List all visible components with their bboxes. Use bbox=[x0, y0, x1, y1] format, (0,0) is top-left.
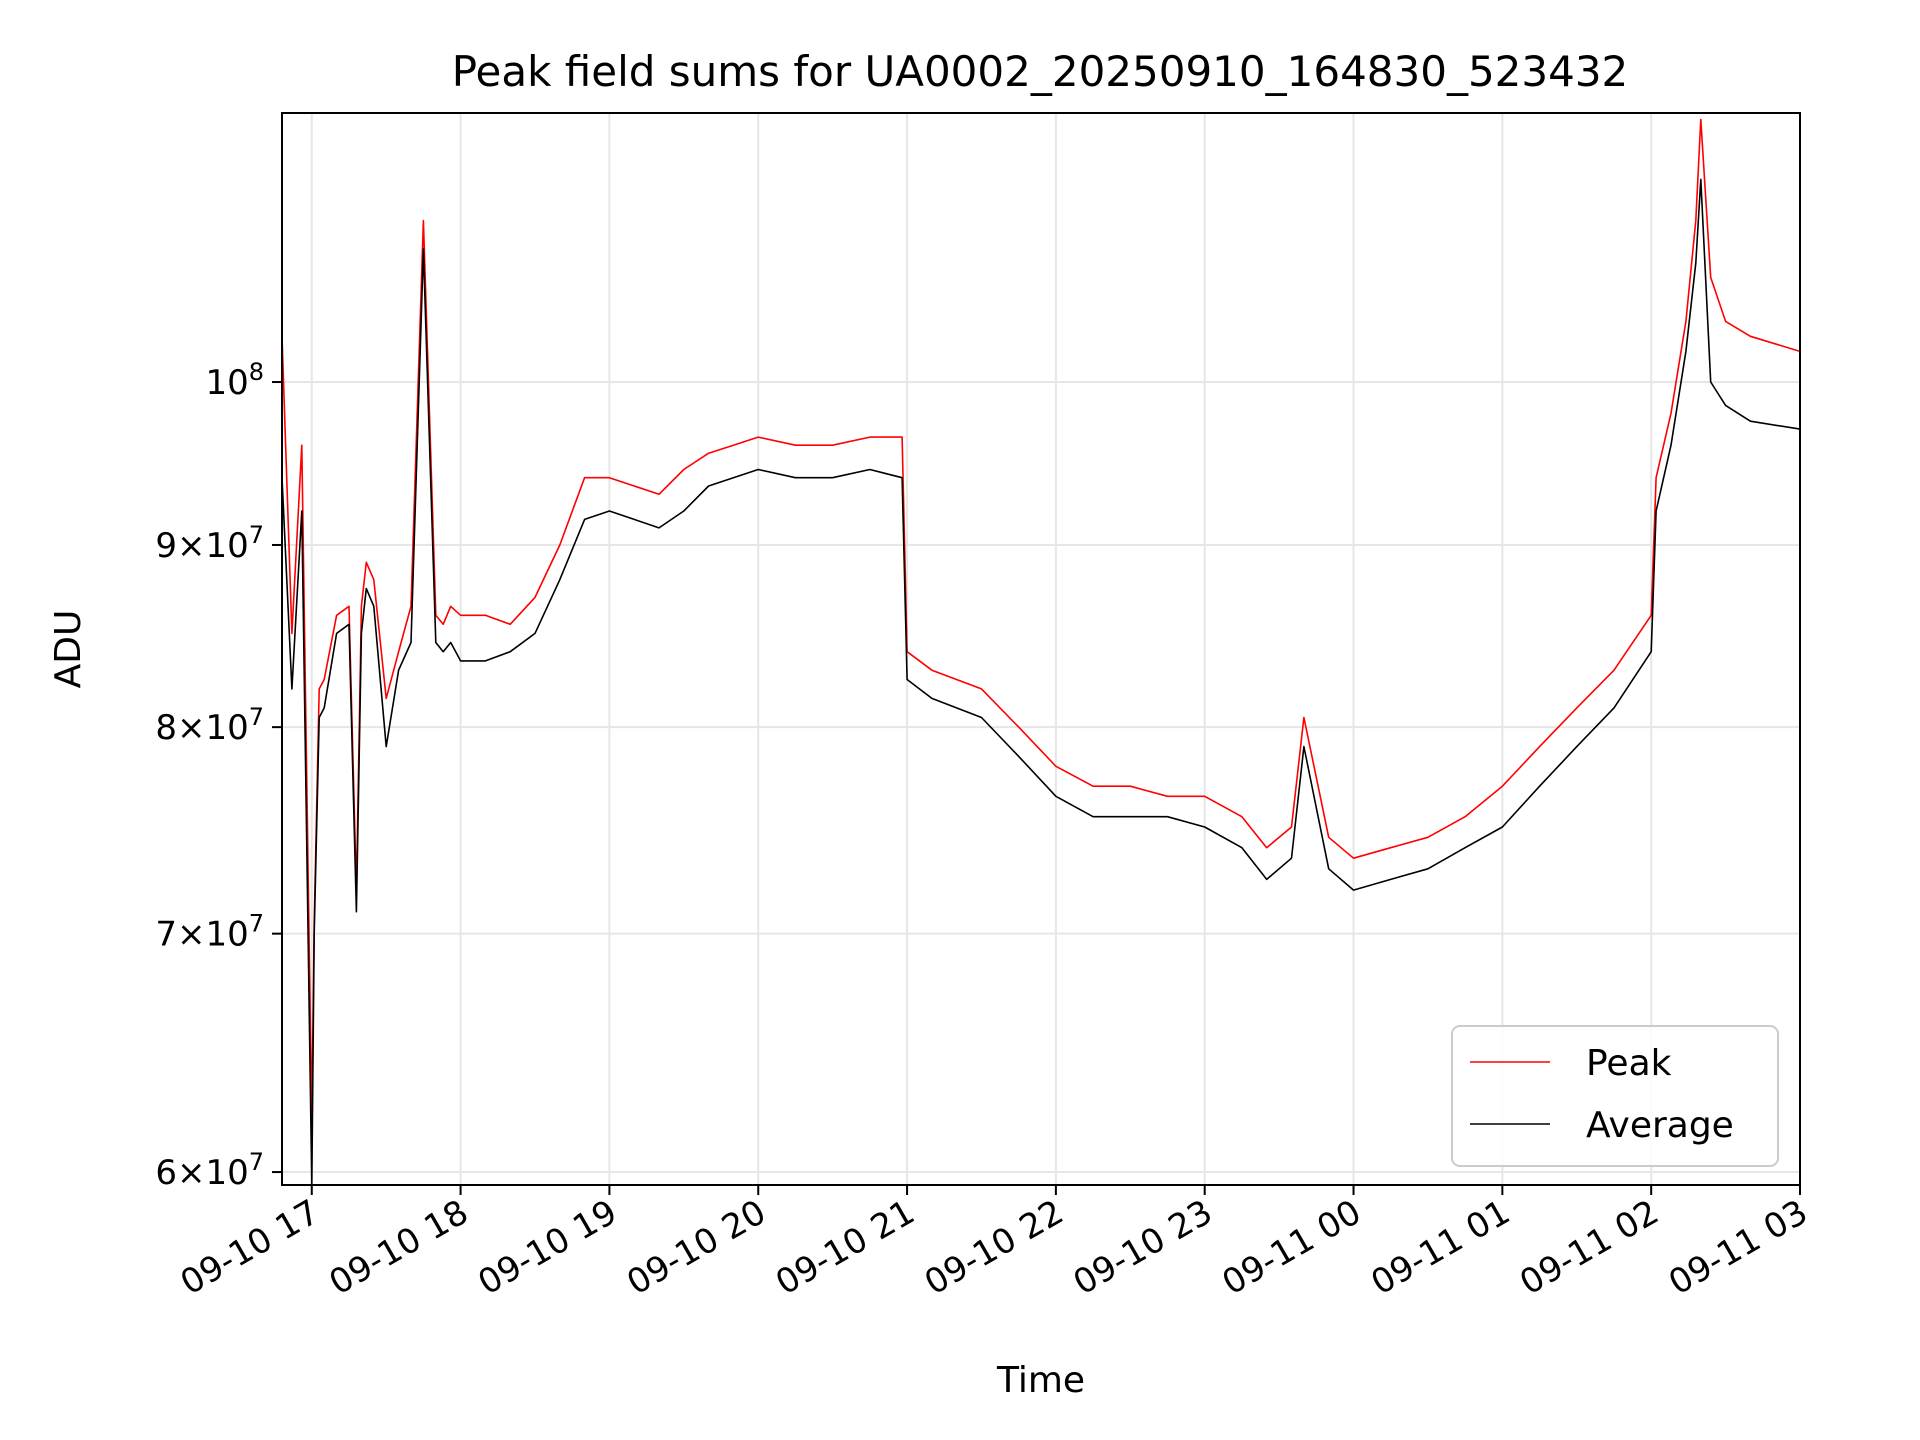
series-line-peak bbox=[281, 118, 1801, 1123]
legend: Peak Average bbox=[1451, 1025, 1779, 1167]
x-axis-label: Time bbox=[996, 1360, 1085, 1401]
legend-box bbox=[1451, 1025, 1779, 1167]
y-tick-label: 6×107 bbox=[155, 1148, 264, 1193]
legend-label-peak: Peak bbox=[1586, 1043, 1672, 1084]
chart-title: Peak field sums for UA0002_20250910_1648… bbox=[452, 47, 1629, 96]
plot-frame bbox=[281, 112, 1801, 1186]
y-axis-label: ADU bbox=[48, 610, 89, 689]
y-tick-label: 8×107 bbox=[155, 703, 264, 748]
series-layer bbox=[281, 118, 1801, 1186]
legend-label-average: Average bbox=[1586, 1105, 1734, 1146]
y-tick-label: 7×107 bbox=[155, 910, 264, 955]
y-tick-label: 108 bbox=[205, 358, 264, 403]
y-tick-label: 9×107 bbox=[155, 521, 264, 566]
series-line-average bbox=[281, 178, 1801, 1186]
